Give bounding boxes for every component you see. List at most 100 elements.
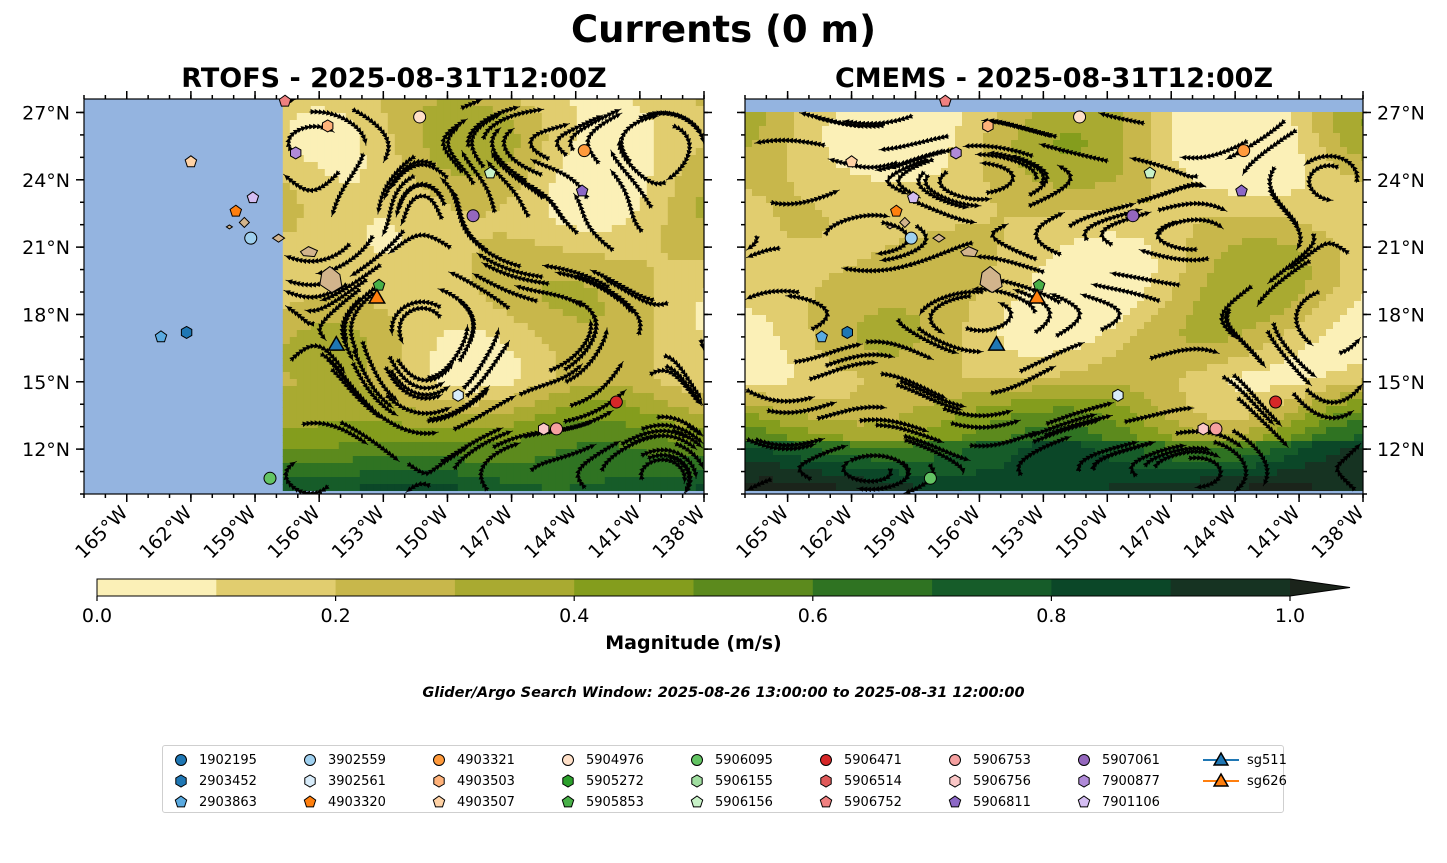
streamline bbox=[397, 181, 448, 212]
colorbar-bin bbox=[97, 579, 217, 596]
triangle-marker-icon bbox=[1203, 751, 1239, 766]
legend-item-5906753: 5906753 bbox=[945, 750, 1031, 770]
hexagon-marker-icon bbox=[949, 774, 961, 788]
legend-item-1902195: 1902195 bbox=[171, 750, 257, 770]
streamline bbox=[1138, 248, 1210, 263]
lon-tick-label: 150°W bbox=[392, 502, 453, 563]
lat-tick-label: 24°N bbox=[1377, 170, 1425, 192]
pentagon-marker-icon bbox=[948, 795, 962, 808]
pentagon-marker bbox=[819, 795, 833, 808]
streamline bbox=[1136, 182, 1207, 205]
streamline bbox=[942, 405, 1014, 419]
pentagon-marker-icon bbox=[303, 795, 317, 808]
streamline bbox=[1009, 154, 1051, 198]
streamline bbox=[387, 232, 452, 255]
legend-label: 4903507 bbox=[457, 794, 515, 810]
streamline bbox=[698, 338, 704, 351]
streamline bbox=[816, 404, 888, 422]
streamline bbox=[922, 173, 982, 209]
circle-marker-icon bbox=[175, 754, 187, 766]
island bbox=[238, 216, 251, 229]
circle-marker-icon bbox=[949, 754, 961, 766]
circle-marker-icon bbox=[691, 754, 703, 766]
obs-7900877 bbox=[950, 146, 962, 160]
legend-item-5906155: 5906155 bbox=[687, 771, 773, 791]
colorbar-tick-label: 0.8 bbox=[1036, 605, 1066, 627]
streamline bbox=[808, 359, 879, 382]
legend-label: 5907061 bbox=[1102, 752, 1160, 768]
obs-3902559 bbox=[904, 231, 918, 245]
streamline bbox=[1187, 454, 1224, 490]
pentagon-marker bbox=[561, 795, 575, 808]
legend-item-3902561: 3902561 bbox=[300, 771, 386, 791]
legend-label: 5905853 bbox=[586, 794, 644, 810]
right-streamlines bbox=[745, 111, 1363, 494]
legend-label: sg626 bbox=[1247, 773, 1287, 789]
hexagon-marker bbox=[949, 774, 961, 788]
streamline bbox=[1334, 442, 1362, 492]
circle-marker bbox=[433, 754, 445, 766]
streamline bbox=[1303, 153, 1361, 183]
right-panel-title: CMEMS - 2025-08-31T12:00Z bbox=[834, 63, 1274, 94]
island bbox=[225, 224, 234, 230]
pentagon-marker-icon bbox=[561, 795, 575, 808]
lat-tick-label: 27°N bbox=[22, 102, 70, 124]
left-map-frame bbox=[83, 98, 705, 495]
streamline bbox=[573, 192, 615, 253]
streamline bbox=[339, 296, 363, 362]
streamline bbox=[746, 245, 781, 259]
streamline bbox=[1291, 391, 1355, 421]
obs-5906471 bbox=[609, 395, 623, 409]
legend-label: 5906095 bbox=[715, 752, 773, 768]
hexagon-marker bbox=[562, 774, 574, 788]
obs-3902561 bbox=[452, 388, 464, 402]
right-hawaii-islands bbox=[886, 216, 1003, 294]
obs-4903320 bbox=[890, 204, 903, 217]
legend-label: 5906155 bbox=[715, 773, 773, 789]
streamline bbox=[405, 480, 431, 494]
circle-marker-icon bbox=[304, 754, 316, 766]
streamline bbox=[745, 387, 816, 405]
colorbar-tick-label: 0.2 bbox=[320, 605, 350, 627]
streamline bbox=[452, 395, 517, 432]
legend-item-5906514: 5906514 bbox=[816, 771, 902, 791]
colorbar: 0.0 0.2 0.4 0.6 0.8 1.0 bbox=[82, 578, 1351, 627]
streamline bbox=[448, 271, 511, 311]
obs-4903503 bbox=[322, 119, 334, 133]
streamline bbox=[452, 430, 514, 471]
hexagon-marker-icon bbox=[433, 774, 445, 788]
lat-tick-label: 24°N bbox=[22, 170, 70, 192]
streamline bbox=[1152, 448, 1221, 469]
obs-2903863 bbox=[815, 330, 828, 343]
streamline bbox=[1236, 396, 1289, 448]
streamline bbox=[1267, 232, 1318, 285]
legend-item-5906811: 5906811 bbox=[945, 792, 1031, 812]
pentagon-marker-icon bbox=[819, 795, 833, 808]
legend-item-4903321: 4903321 bbox=[429, 750, 515, 770]
lon-tick-label: 162°W bbox=[135, 502, 196, 563]
hexagon-marker bbox=[433, 774, 445, 788]
hexagon-marker-icon bbox=[820, 774, 832, 788]
streamline bbox=[610, 149, 654, 209]
legend-label: 1902195 bbox=[199, 752, 257, 768]
streamline bbox=[1049, 292, 1083, 339]
streamline bbox=[895, 157, 935, 199]
obs-7901106 bbox=[907, 191, 920, 204]
streamline bbox=[668, 454, 692, 494]
obs-5907061 bbox=[1126, 209, 1140, 223]
streamline bbox=[1293, 289, 1321, 347]
legend-label: 4903503 bbox=[457, 773, 515, 789]
legend-item-7900877: 7900877 bbox=[1074, 771, 1160, 791]
legend-item-5905853: 5905853 bbox=[558, 792, 644, 812]
streamline bbox=[319, 262, 382, 302]
streamline bbox=[490, 150, 545, 201]
obs-4903507 bbox=[184, 155, 198, 168]
lon-tick-label: 165°W bbox=[71, 502, 132, 563]
streamline bbox=[969, 430, 1040, 449]
legend-label: 5906752 bbox=[844, 794, 902, 810]
obs-4903321 bbox=[1237, 144, 1251, 158]
hexagon-marker bbox=[691, 774, 703, 788]
colorbar-bin bbox=[1170, 579, 1291, 596]
island bbox=[960, 246, 979, 258]
